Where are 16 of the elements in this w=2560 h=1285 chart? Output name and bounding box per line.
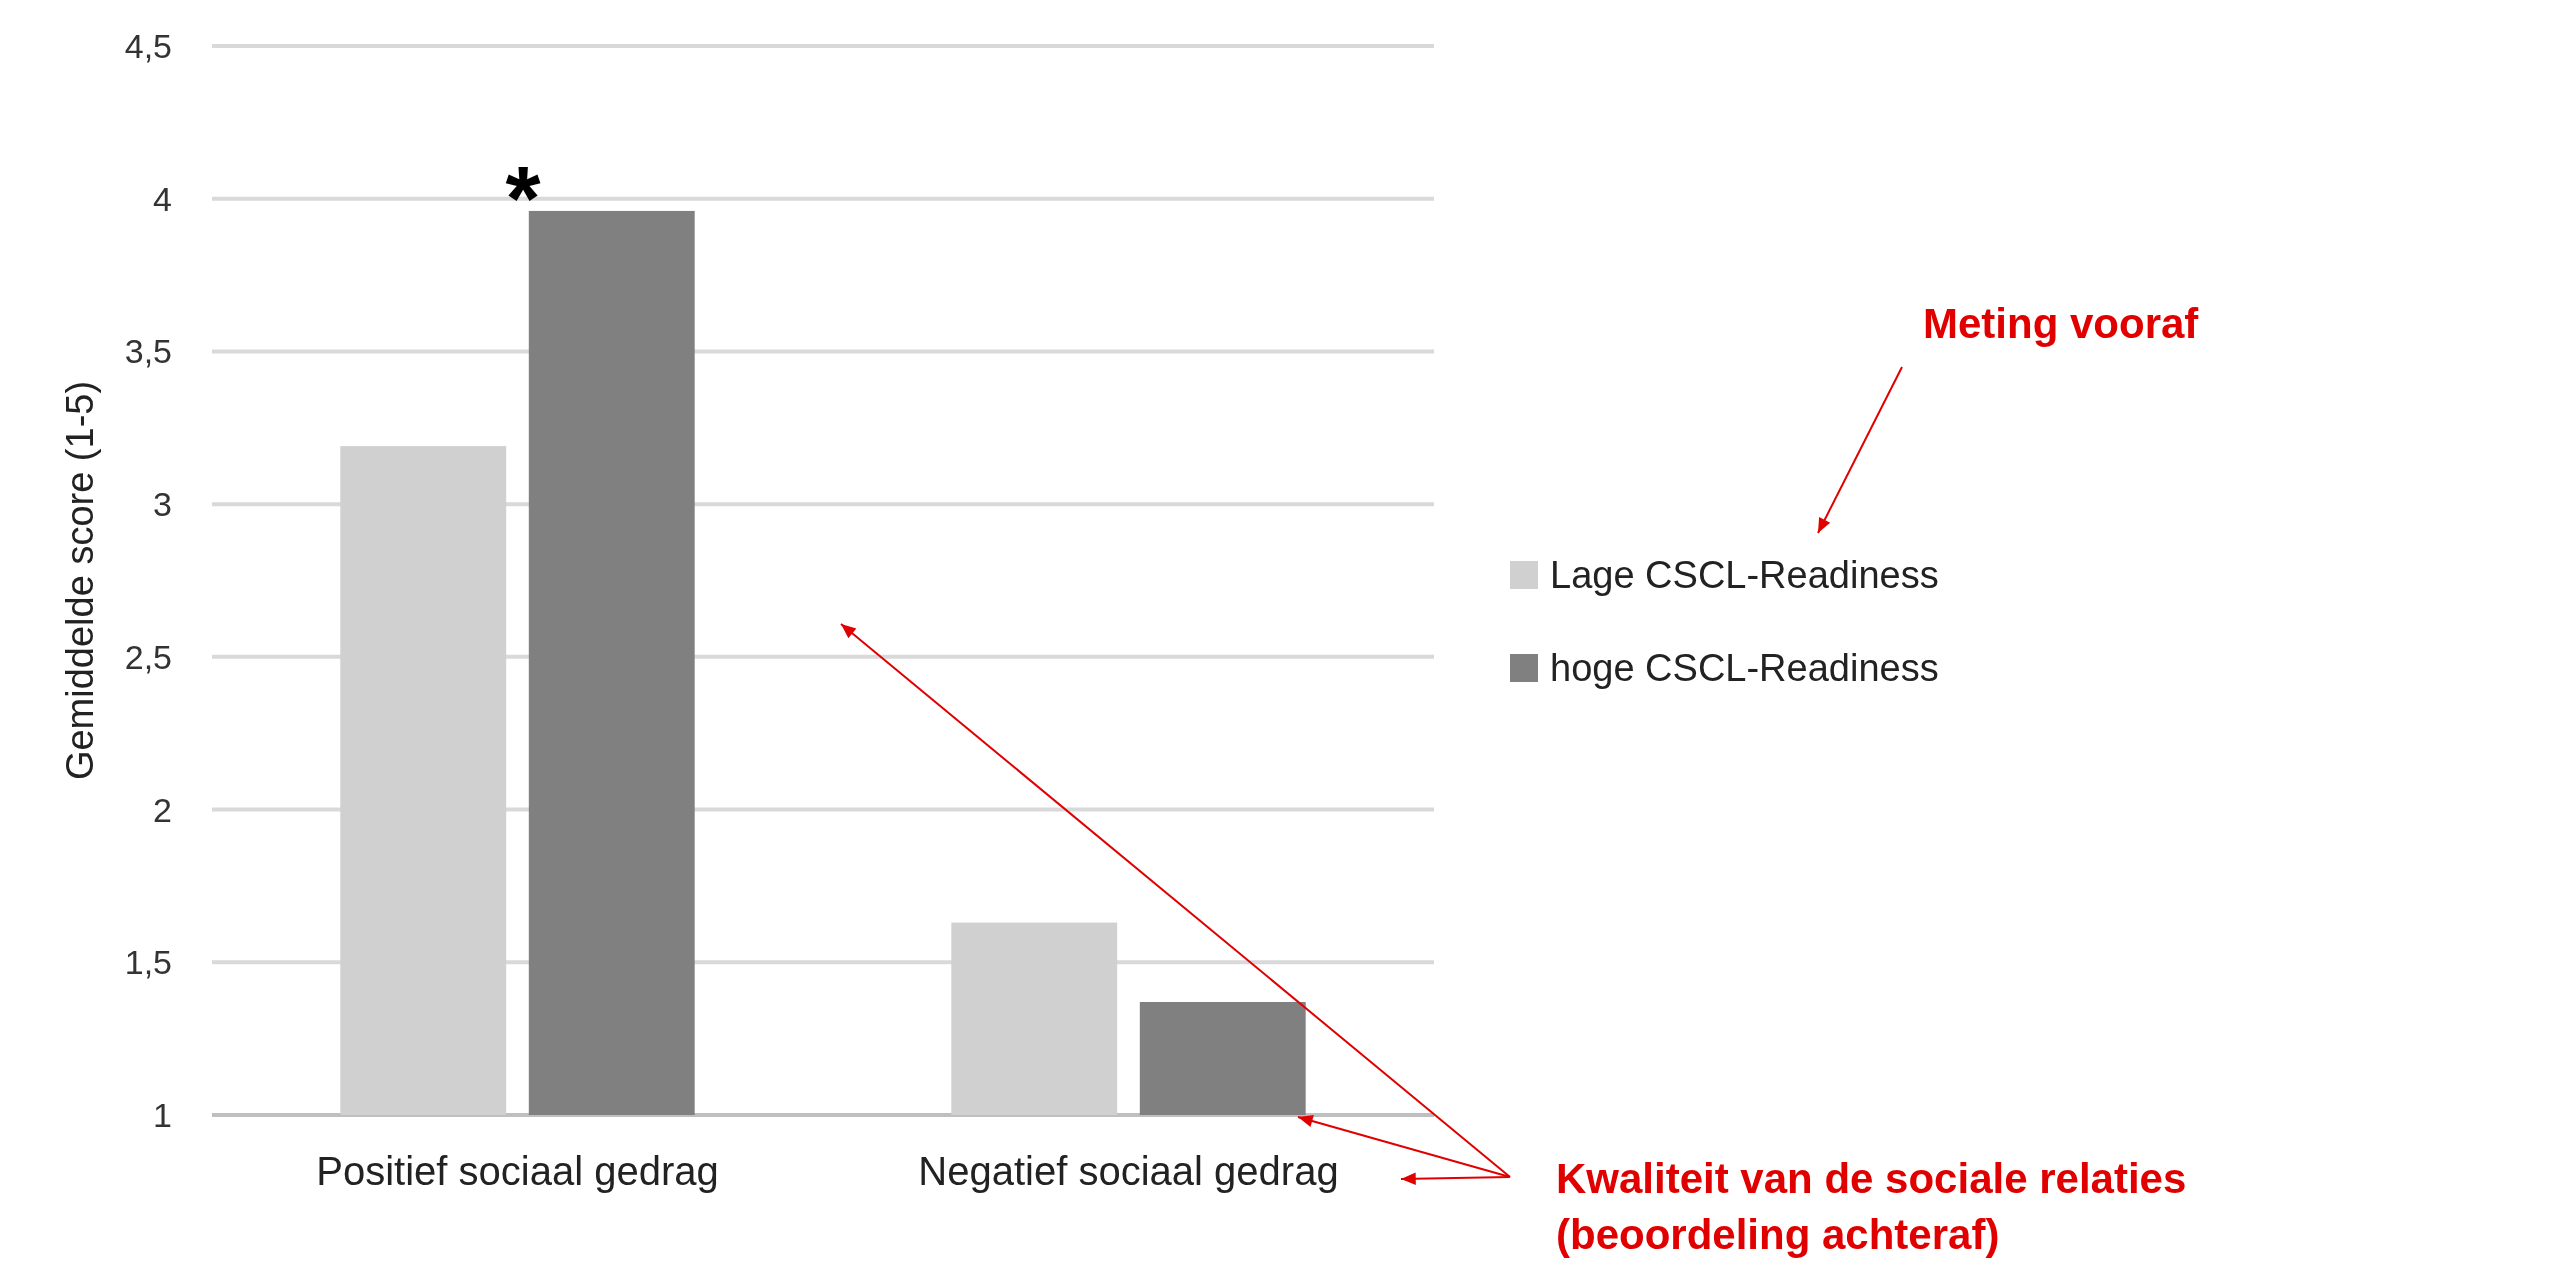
y-tick-label: 3,5 [124,332,172,371]
x-tick-label: Negatief sociaal gedrag [918,1149,1339,1193]
annotation: * [505,149,541,249]
text: Kwaliteit van de sociale relaties (beoordeling achteraf) [1556,1155,2187,1258]
y-tick-label: 2,5 [124,637,172,676]
y-tick-label: 4,5 [124,27,172,65]
y-tick-label: 3 [153,485,172,524]
legend-label: hoge CSCL-Readiness [1550,647,1939,689]
text: Meting vooraf [1923,300,2200,347]
y-axis-title: Gemiddelde score (1-5) [59,380,101,781]
y-tick-label: 4 [153,179,172,218]
legend-label: Lage CSCL-Readiness [1550,554,1939,596]
y-tick-label: 1,5 [124,943,172,982]
x-tick-label: Positief sociaal gedrag [316,1149,719,1193]
y-tick-label: 2 [153,790,172,829]
y-tick-label: 1 [153,1096,172,1134]
